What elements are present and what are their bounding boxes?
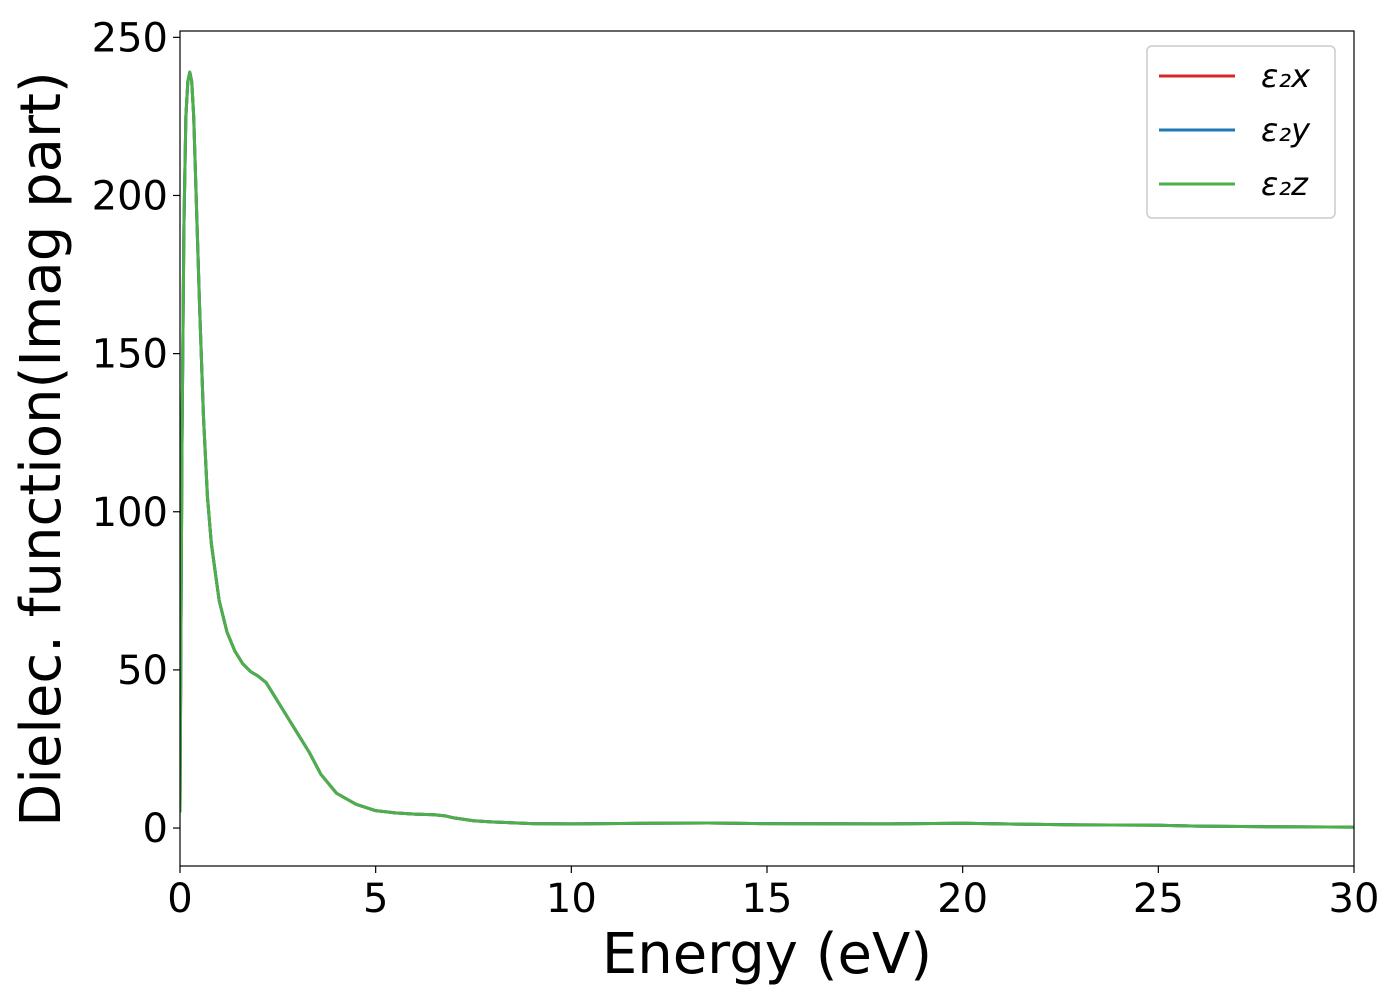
x-tick-label: 30	[1329, 876, 1380, 922]
y-tick-label: 0	[143, 806, 168, 852]
series-line-z	[180, 70, 1354, 829]
x-tick-label: 10	[546, 876, 597, 922]
legend-frame	[1146, 45, 1336, 219]
y-tick-label: 50	[117, 648, 168, 694]
x-tick-label: 25	[1133, 876, 1184, 922]
y-tick-label: 250	[92, 15, 168, 61]
x-axis-label: Energy (eV)	[602, 922, 932, 987]
x-axis: 0 5 10 15 20 25 30	[167, 866, 1379, 922]
legend-label-z: ε₂z	[1261, 165, 1309, 203]
x-tick-label: 5	[363, 876, 388, 922]
legend-label-x: ε₂x	[1261, 57, 1311, 95]
x-tick-label: 20	[937, 876, 988, 922]
y-tick-label: 100	[92, 490, 168, 536]
series-layer	[180, 70, 1354, 829]
y-tick-label: 150	[92, 332, 168, 378]
x-tick-label: 0	[167, 876, 192, 922]
legend: ε₂x ε₂y ε₂z	[1146, 45, 1336, 219]
y-tick-label: 200	[92, 173, 168, 219]
x-tick-label: 15	[742, 876, 793, 922]
y-axis: 0 50 100 150 200 250	[92, 15, 180, 852]
y-axis-label: Dielec. function(Imag part)	[9, 71, 74, 827]
legend-label-y: ε₂y	[1261, 111, 1311, 149]
